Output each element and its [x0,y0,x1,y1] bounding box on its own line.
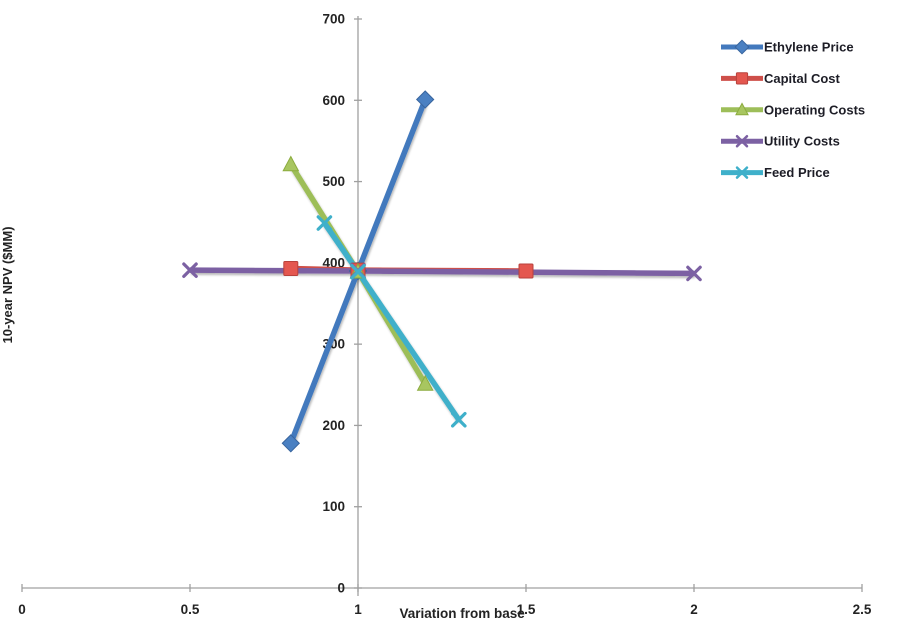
y-tick-label: 500 [322,174,345,189]
legend-label-operating-costs: Operating Costs [764,102,865,117]
y-tick-label: 100 [322,499,345,514]
y-tick-label: 200 [322,418,345,433]
y-tick-label: 700 [322,12,345,27]
x-tick-label: 2.5 [853,602,872,617]
x-marker [451,411,467,428]
legend-label-ethylene-price: Ethylene Price [764,40,854,55]
x-marker [182,262,198,278]
x-marker-stroke [735,166,749,179]
legend-item-operating-costs: Operating Costs [721,102,865,117]
x-tick-label: 0.5 [181,602,200,617]
square-marker-legend [735,72,749,85]
legend-item-ethylene-price: Ethylene Price [721,39,854,55]
series-line-feed-price [322,221,462,422]
x-tick-label: 1.5 [517,602,536,617]
diamond-marker [415,90,435,109]
x-marker-legend [735,166,749,179]
axes [21,16,863,596]
y-tick-label: 0 [337,581,345,596]
x-marker-stroke [686,265,702,282]
x-axis-title: Variation from base [400,606,526,621]
triangle-marker [282,155,300,172]
x-marker-stroke [451,411,467,428]
square-marker [283,261,299,277]
x-marker [316,215,333,231]
y-axis-title: 10-year NPV ($MM) [0,226,15,343]
x-marker [350,263,366,280]
markers-feed-price [316,215,467,428]
series-markers [182,90,702,453]
x-marker-stroke [350,263,366,280]
x-marker-legend [735,134,749,148]
legend-item-utility-costs: Utility Costs [721,134,840,149]
x-tick-label: 2 [690,602,698,617]
legend: Ethylene Price Capital Cost Operating Cost… [721,39,865,180]
legend-label-utility-costs: Utility Costs [764,134,840,149]
legend-label-feed-price: Feed Price [764,165,830,180]
series-lines [189,98,695,445]
y-tick-label: 600 [322,93,345,108]
triangle-marker-legend [735,102,749,116]
series-line-utility-costs [189,267,695,277]
diamond-marker-legend [734,39,750,55]
x-marker-stroke [316,215,333,231]
x-tick-label: 1 [354,602,362,617]
y-tick-label: 400 [322,255,345,270]
legend-label-capital-cost: Capital Cost [764,71,841,86]
legend-item-feed-price: Feed Price [721,165,830,180]
triangle-marker [416,374,434,391]
legend-item-capital-cost: Capital Cost [721,71,841,86]
x-marker [686,265,702,282]
x-marker-stroke [735,134,749,148]
square-marker [518,263,534,279]
x-marker-stroke [182,262,198,278]
diamond-marker [281,434,301,453]
x-tick-label: 0 [18,602,26,617]
